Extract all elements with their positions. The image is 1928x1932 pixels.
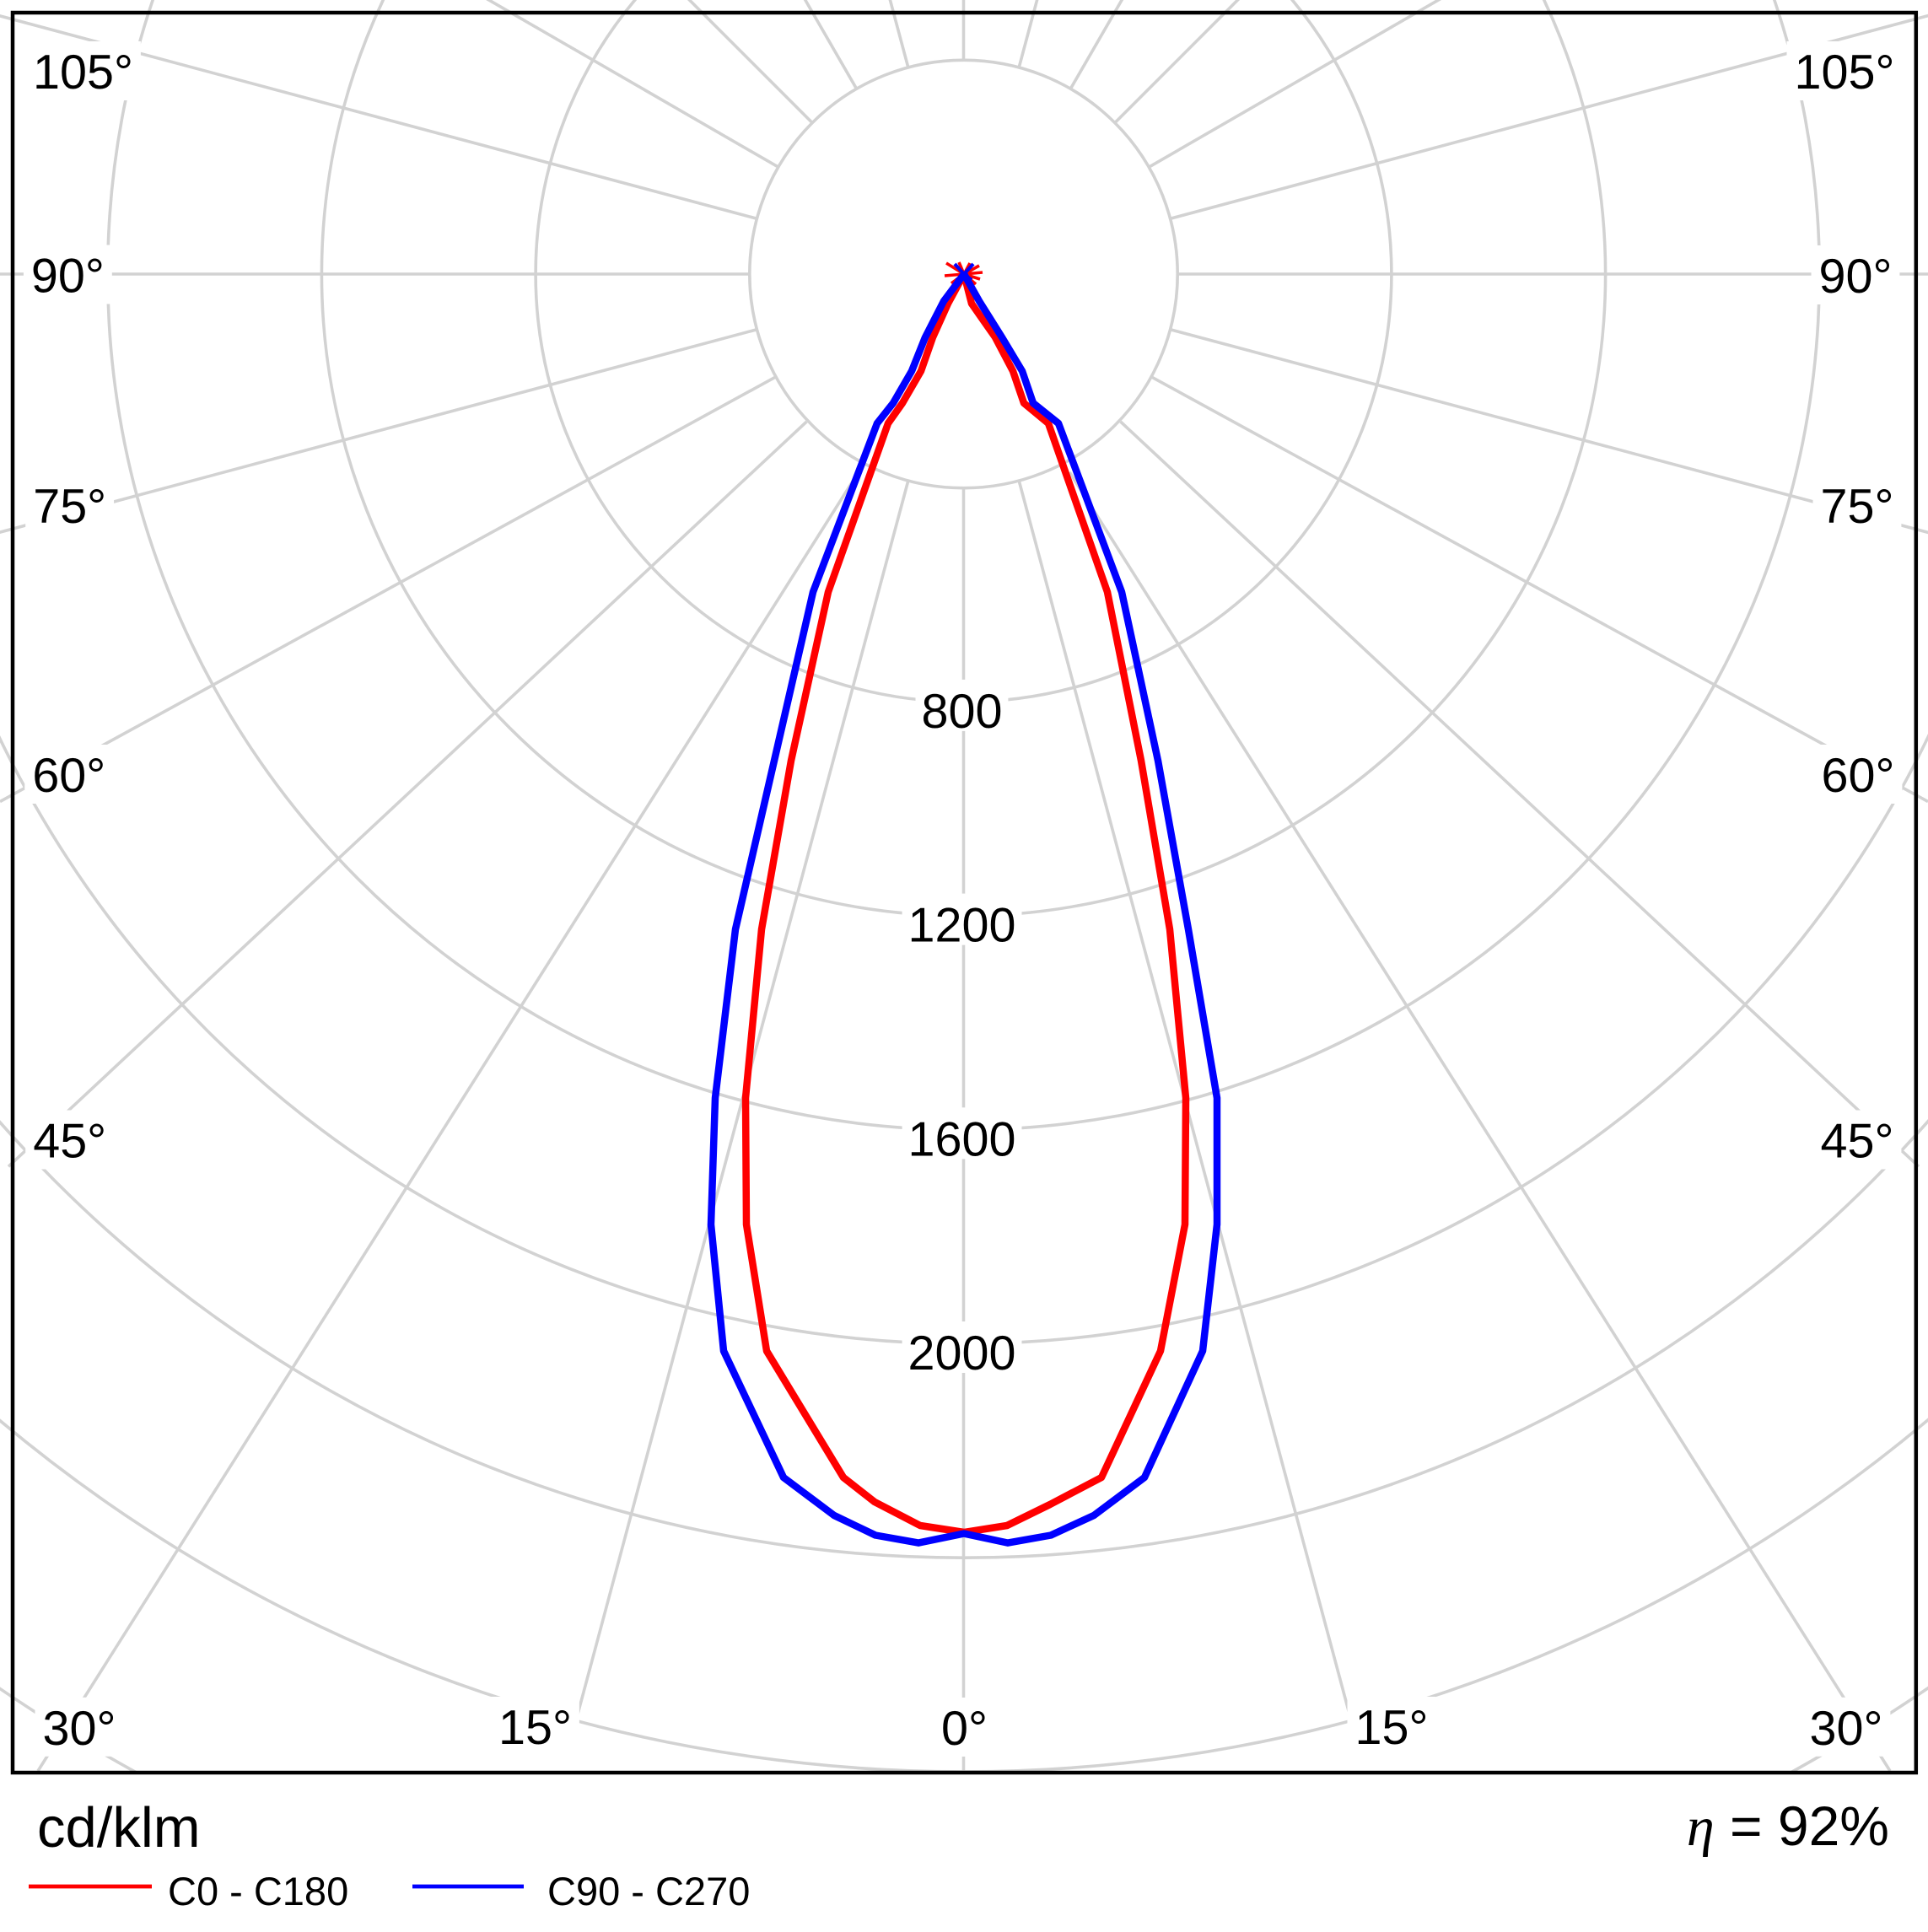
svg-text:15°: 15° [1355, 1701, 1429, 1755]
svg-text:45°: 45° [1821, 1115, 1894, 1169]
svg-text:60°: 60° [32, 749, 105, 803]
svg-text:0°: 0° [941, 1702, 988, 1756]
svg-text:1200: 1200 [908, 899, 1016, 953]
svg-text:45°: 45° [33, 1115, 106, 1169]
svg-text:C0 - C180: C0 - C180 [168, 1869, 348, 1913]
svg-text:30°: 30° [43, 1702, 116, 1756]
svg-text:60°: 60° [1822, 749, 1895, 803]
svg-text:90°: 90° [31, 250, 105, 304]
svg-text:η = 92%: η = 92% [1687, 1795, 1889, 1858]
svg-text:1600: 1600 [908, 1112, 1016, 1166]
svg-text:C90 - C270: C90 - C270 [547, 1869, 750, 1913]
svg-text:2000: 2000 [908, 1327, 1016, 1380]
svg-text:90°: 90° [1819, 250, 1893, 304]
svg-text:75°: 75° [33, 480, 106, 534]
svg-text:15°: 15° [498, 1701, 572, 1755]
svg-text:75°: 75° [1821, 480, 1894, 534]
svg-text:800: 800 [922, 685, 1003, 739]
svg-text:105°: 105° [33, 46, 133, 100]
svg-text:30°: 30° [1810, 1702, 1883, 1756]
svg-text:cd/klm: cd/klm [37, 1796, 201, 1859]
svg-text:105°: 105° [1795, 46, 1895, 100]
